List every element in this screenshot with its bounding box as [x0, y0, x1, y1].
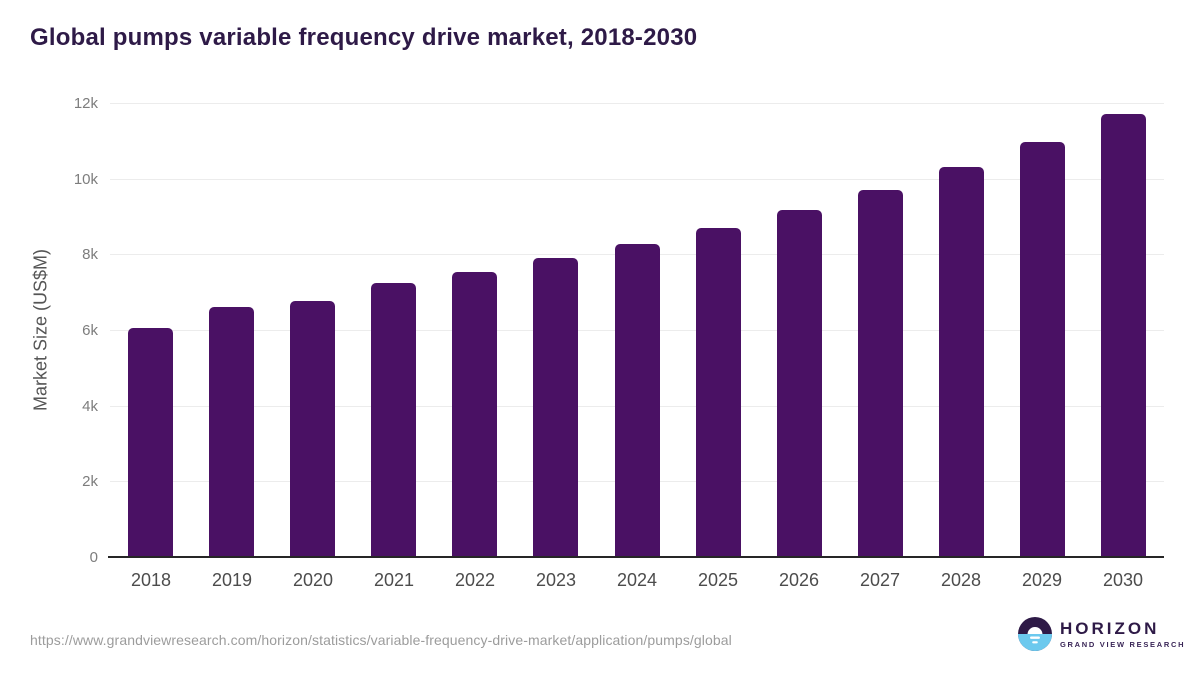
y-tick-label: 0 [89, 549, 98, 566]
x-tick-label-2026: 2026 [778, 570, 820, 590]
horizon-logo: HORIZON GRAND VIEW RESEARCH [1018, 617, 1185, 651]
y-tick-label: 10k [73, 171, 98, 188]
x-tick-label-2024: 2024 [616, 570, 658, 590]
x-tick-label-2022: 2022 [454, 570, 496, 590]
bar-2023[interactable] [533, 258, 578, 557]
chart-title: Global pumps variable frequency drive ma… [30, 24, 698, 51]
x-tick-label-2027: 2027 [859, 570, 901, 590]
bar-2029[interactable] [1020, 142, 1065, 557]
bar-2026[interactable] [777, 210, 822, 557]
y-tick-label: 8k [82, 246, 98, 263]
logo-brand-name: HORIZON [1060, 618, 1160, 638]
y-tick-label: 6k [82, 322, 98, 339]
horizon-logo-text: HORIZON GRAND VIEW RESEARCH [1060, 618, 1186, 649]
bar-2025[interactable] [696, 228, 741, 557]
source-url: https://www.grandviewresearch.com/horizo… [30, 632, 732, 648]
y-tick-label: 4k [82, 398, 98, 415]
bar-2022[interactable] [452, 272, 497, 557]
x-tick-label-2021: 2021 [373, 570, 415, 590]
y-tick-label: 2k [82, 473, 98, 490]
x-axis-line [108, 556, 1164, 558]
bar-2030[interactable] [1101, 114, 1146, 557]
bar-2028[interactable] [939, 167, 984, 557]
bar-2018[interactable] [128, 328, 173, 557]
horizon-logo-icon [1018, 617, 1052, 651]
x-tick-label-2019: 2019 [211, 570, 253, 590]
bar-2020[interactable] [290, 301, 335, 557]
bar-2021[interactable] [371, 283, 416, 557]
x-tick-label-2018: 2018 [130, 570, 172, 590]
x-tick-label-2028: 2028 [940, 570, 982, 590]
gridline-12k [110, 103, 1164, 104]
x-tick-label-2020: 2020 [292, 570, 334, 590]
x-tick-label-2029: 2029 [1021, 570, 1063, 590]
bar-2019[interactable] [209, 307, 254, 557]
logo-sub-brand: GRAND VIEW RESEARCH [1060, 639, 1186, 649]
bar-2027[interactable] [858, 190, 903, 557]
y-tick-label: 12k [73, 95, 98, 112]
gridline-10k [110, 179, 1164, 180]
x-tick-label-2030: 2030 [1102, 570, 1144, 590]
bar-2024[interactable] [615, 244, 660, 557]
x-tick-label-2023: 2023 [535, 570, 577, 590]
x-tick-label-2025: 2025 [697, 570, 739, 590]
